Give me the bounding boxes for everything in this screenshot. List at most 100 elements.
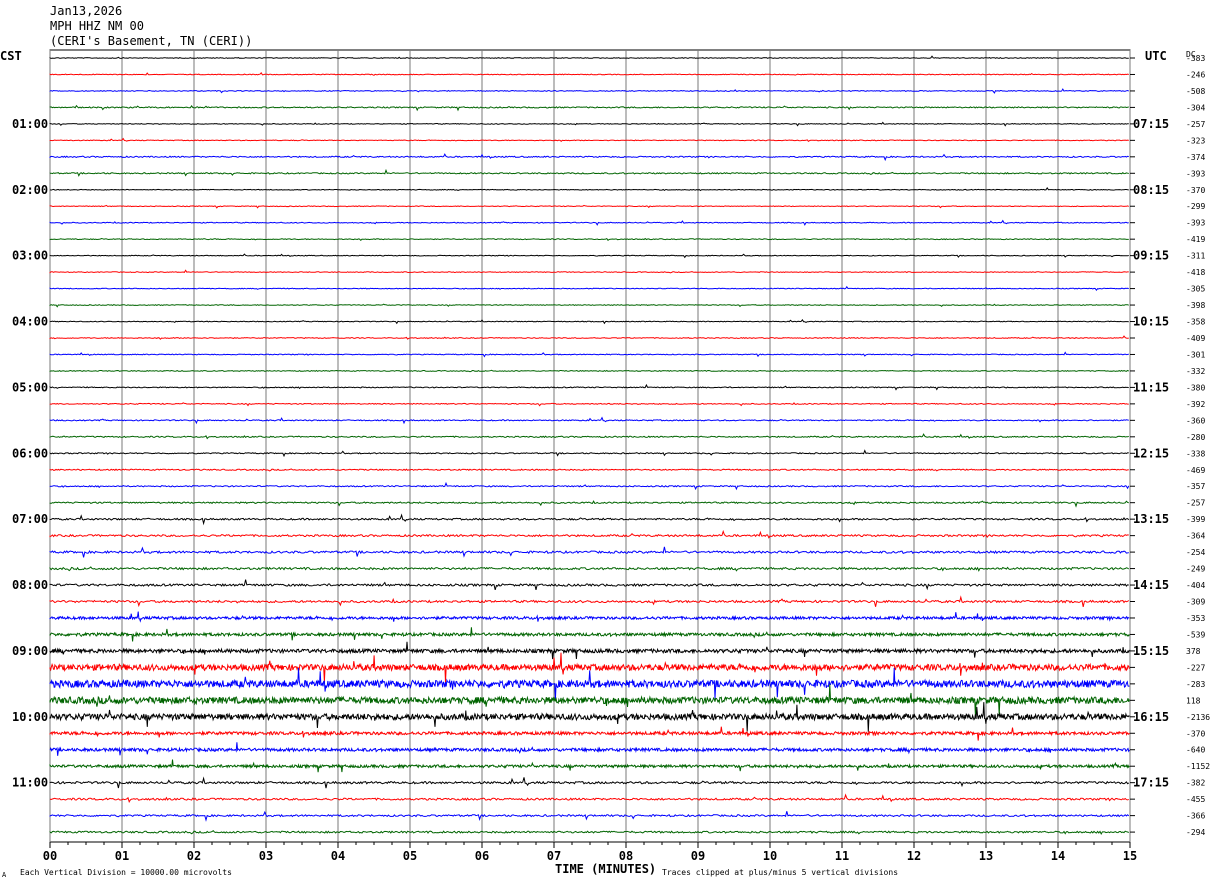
cst-hour-label: 01:00	[12, 117, 48, 131]
dc-offset-label: 378	[1186, 647, 1201, 656]
seismic-trace	[49, 71, 1129, 76]
seismic-trace	[49, 383, 1129, 391]
seismic-trace	[49, 793, 1129, 803]
dc-offset-label: -366	[1186, 812, 1205, 821]
dc-offset-label: -370	[1186, 729, 1205, 738]
dc-offset-label: -2136	[1186, 713, 1210, 722]
seismic-trace	[49, 168, 1129, 177]
dc-offset-label: -399	[1186, 515, 1205, 524]
x-axis-title: TIME (MINUTES)	[555, 862, 657, 876]
seismic-trace	[49, 726, 1130, 741]
seismic-trace	[49, 641, 1130, 660]
location-label: (CERI's Basement, TN (CERI))	[50, 34, 253, 48]
x-tick-label: 03	[259, 849, 273, 863]
utc-hour-label: 11:15	[1133, 380, 1169, 394]
seismic-trace	[49, 684, 1130, 716]
dc-offset-label: -393	[1186, 219, 1205, 228]
cst-hour-label: 06:00	[12, 446, 48, 460]
dc-offset-label: -1152	[1186, 762, 1210, 771]
x-tick-label: 09	[691, 849, 705, 863]
dc-offset-label: -539	[1186, 630, 1205, 639]
dc-offset-label: -283	[1186, 680, 1205, 689]
seismic-trace	[49, 303, 1129, 308]
dc-offset-label: -323	[1186, 136, 1205, 145]
dc-offset-label: -469	[1186, 466, 1205, 475]
x-tick-label: 10	[763, 849, 777, 863]
cst-hour-label: 03:00	[12, 249, 48, 263]
dc-offset-label: -418	[1186, 268, 1205, 277]
corner-mark: A	[2, 871, 7, 879]
dc-offset-label: -301	[1186, 350, 1205, 359]
cst-hour-label: 08:00	[12, 578, 48, 592]
x-tick-label: 12	[907, 849, 921, 863]
utc-hour-label: 07:15	[1133, 117, 1169, 131]
dc-offset-label: -257	[1186, 499, 1205, 508]
seismic-trace	[49, 121, 1129, 127]
utc-hour-label: 15:15	[1133, 644, 1169, 658]
utc-hour-label: 10:15	[1133, 315, 1169, 329]
right-timezone-label: UTC	[1145, 49, 1167, 63]
seismic-trace	[49, 433, 1129, 440]
dc-offset-label: -309	[1186, 598, 1205, 607]
seismic-trace	[49, 667, 1130, 700]
seismic-trace	[49, 468, 1129, 472]
seismic-trace	[49, 204, 1129, 209]
dc-offset-label: -383	[1186, 54, 1205, 63]
cst-hour-label: 07:00	[12, 512, 48, 526]
dc-offset-label: -357	[1186, 482, 1205, 491]
seismic-trace	[49, 318, 1129, 325]
utc-hour-label: 12:15	[1133, 446, 1169, 460]
seismic-trace	[49, 137, 1129, 142]
seismic-trace	[49, 481, 1130, 491]
seismic-trace	[49, 759, 1130, 773]
seismic-trace	[49, 579, 1129, 591]
seismic-trace	[49, 529, 1129, 539]
seismic-trace	[49, 742, 1130, 756]
seismic-trace	[49, 269, 1129, 274]
plot-frame	[49, 49, 1131, 843]
dc-offset-label: -311	[1186, 252, 1205, 261]
seismic-trace	[49, 369, 1130, 373]
dc-offset-label: -409	[1186, 334, 1205, 343]
cst-hour-label: 05:00	[12, 380, 48, 394]
x-tick-label: 13	[979, 849, 993, 863]
dc-offset-label: -246	[1186, 70, 1205, 79]
seismic-trace	[49, 219, 1129, 226]
utc-hour-label: 09:15	[1133, 249, 1169, 263]
dc-offset-label: -360	[1186, 416, 1205, 425]
dc-offset-label: -374	[1186, 153, 1205, 162]
dc-offset-label: -398	[1186, 301, 1205, 310]
station-label: MPH HHZ NM 00	[50, 19, 144, 33]
dc-offset-label: -305	[1186, 285, 1205, 294]
dc-offset-label: -364	[1186, 532, 1205, 541]
dc-offset-label: -455	[1186, 795, 1205, 804]
dc-offset-label: -294	[1186, 828, 1205, 837]
dc-offset-label: -353	[1186, 614, 1205, 623]
dc-offset-label: -419	[1186, 235, 1205, 244]
seismic-trace	[49, 546, 1129, 558]
scale-note: Each Vertical Division = 10000.00 microv…	[20, 868, 232, 877]
dc-offset-label: -404	[1186, 581, 1205, 590]
dc-offset-label: -299	[1186, 202, 1205, 211]
x-tick-label: 02	[187, 849, 201, 863]
dc-offset-label: -227	[1186, 663, 1205, 672]
seismic-trace	[49, 776, 1130, 789]
seismic-trace	[49, 652, 1130, 683]
x-tick-label: 01	[115, 849, 129, 863]
seismic-trace	[49, 285, 1129, 292]
seismic-trace	[49, 402, 1129, 407]
dc-offset-label: -508	[1186, 87, 1205, 96]
seismic-trace	[49, 186, 1129, 192]
seismic-trace	[49, 55, 1129, 59]
x-tick-label: 14	[1051, 849, 1065, 863]
dc-offset-label: -304	[1186, 103, 1205, 112]
utc-hour-label: 17:15	[1133, 776, 1169, 790]
seismic-trace	[49, 500, 1129, 508]
seismic-trace	[49, 237, 1129, 242]
dc-header-label: DC	[1186, 50, 1196, 59]
utc-hour-label: 08:15	[1133, 183, 1169, 197]
dc-offset-label: -358	[1186, 318, 1205, 327]
dc-offset-label: -254	[1186, 548, 1205, 557]
seismic-trace	[49, 335, 1129, 340]
